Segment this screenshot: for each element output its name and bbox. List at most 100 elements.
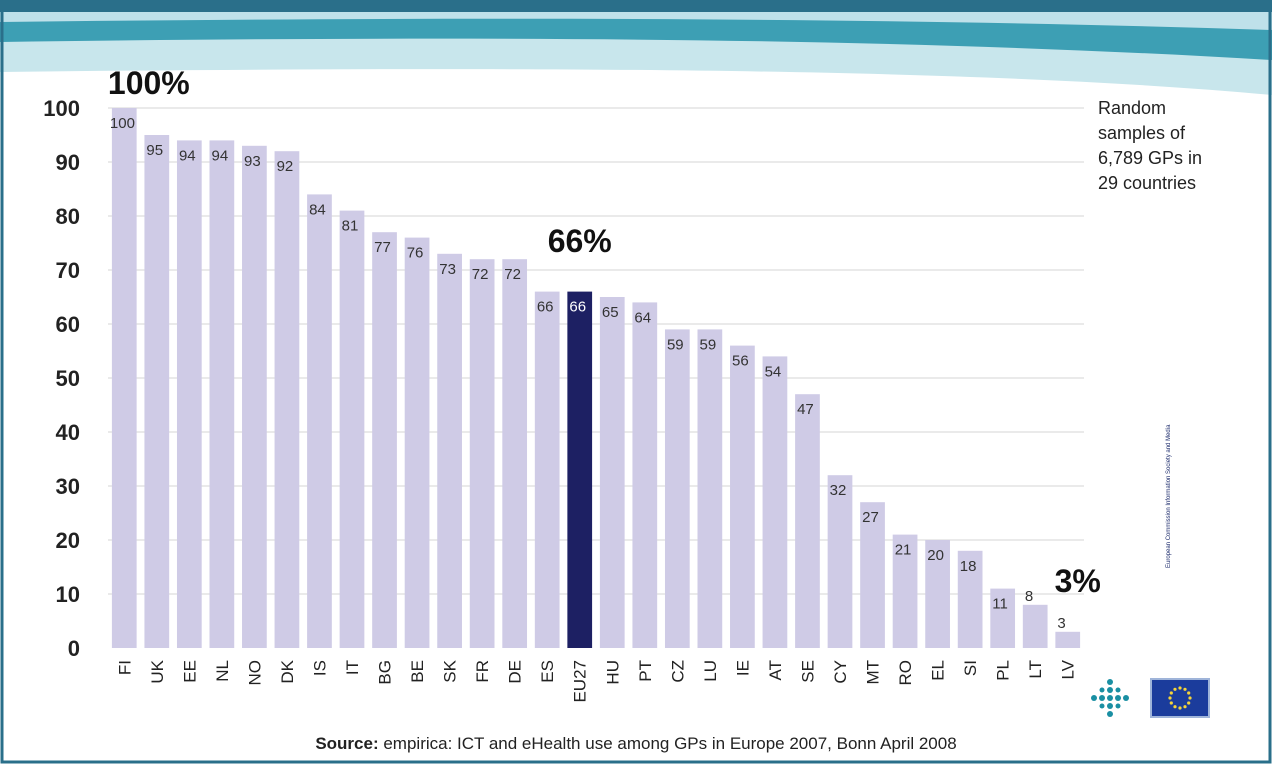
x-tick-label: IT xyxy=(343,660,362,675)
y-tick-label: 30 xyxy=(56,474,80,499)
bar-sk xyxy=(437,253,462,649)
bar-nl xyxy=(209,140,235,648)
grid-layer xyxy=(108,107,1084,595)
y-tick-label: 40 xyxy=(56,420,80,445)
data-label: 93 xyxy=(244,153,261,170)
x-tick-label: CY xyxy=(831,660,850,684)
x-tick-label: LT xyxy=(1026,660,1045,679)
x-tick-label: FR xyxy=(473,660,492,683)
x-tick-label: PL xyxy=(994,660,1013,681)
x-tick-label: DK xyxy=(278,659,297,683)
x-tick-label: SK xyxy=(441,659,460,682)
x-tick-label: DE xyxy=(506,660,525,684)
bar-bg xyxy=(372,232,397,648)
x-axis-labels: FI UK EE NL NO DK IS IT BG BE SK FR DE ES EU27 HU PT CZ LU… xyxy=(115,659,1077,702)
x-tick-label: EL xyxy=(929,660,948,681)
bar-es xyxy=(534,291,560,648)
bars xyxy=(111,108,1081,649)
sample-note: Random samples of 6,789 GPs in 29 countr… xyxy=(1098,98,1203,193)
y-tick-label: 50 xyxy=(56,366,80,391)
data-label: 59 xyxy=(667,336,684,353)
data-label: 8 xyxy=(1025,588,1033,605)
data-label: 20 xyxy=(927,547,944,564)
bar-lu xyxy=(697,329,723,648)
bar-cz xyxy=(664,329,690,648)
bar-cy xyxy=(827,475,853,648)
bar-lv xyxy=(1055,631,1081,648)
y-axis-ticks: 0 10 20 30 40 50 60 70 80 90 100 xyxy=(43,96,80,661)
bar-be xyxy=(404,237,430,648)
data-label: 11 xyxy=(992,596,1008,613)
x-tick-label: EE xyxy=(180,660,199,683)
data-label: 64 xyxy=(634,309,651,326)
data-label: 95 xyxy=(146,142,163,159)
x-tick-label: PT xyxy=(636,660,655,682)
bar-uk xyxy=(144,135,170,648)
x-tick-label: LV xyxy=(1059,659,1078,679)
callouts: 100% 66% 3% xyxy=(108,65,1101,599)
bar-hu xyxy=(599,297,625,648)
y-tick-label: 70 xyxy=(56,258,80,283)
x-tick-label: NL xyxy=(213,660,232,682)
x-tick-label: AT xyxy=(766,660,785,680)
data-labels: 100 95 94 94 93 92 84 81 77 76 73 72 72 66 66 65 64 59 59 5… xyxy=(110,115,1066,632)
x-tick-label: LU xyxy=(701,660,720,682)
source-label: Source: xyxy=(315,734,379,753)
data-label: 47 xyxy=(797,401,814,418)
y-tick-label: 10 xyxy=(56,582,80,607)
data-label: 32 xyxy=(830,482,847,499)
y-tick-label: 20 xyxy=(56,528,80,553)
data-label: 21 xyxy=(895,542,912,559)
european-commission-logo-text: European Commission Information Society … xyxy=(1166,424,1172,568)
bar-ie xyxy=(730,345,755,648)
bar-ee xyxy=(176,140,202,648)
x-tick-label: SI xyxy=(961,660,980,676)
bar-is xyxy=(307,194,332,648)
y-tick-label: 100 xyxy=(43,96,80,121)
data-label: 81 xyxy=(342,218,359,235)
x-tick-label: UK xyxy=(148,659,167,683)
data-label: 72 xyxy=(504,266,521,283)
x-tick-label: BG xyxy=(376,660,395,685)
bar-si xyxy=(957,550,983,648)
data-label: 73 xyxy=(439,261,456,278)
bar-eu27 xyxy=(567,291,593,648)
bar-fr xyxy=(469,259,495,648)
bar-de xyxy=(502,259,528,648)
bar-it xyxy=(339,210,365,648)
x-tick-label: SE xyxy=(798,660,817,683)
data-label: 94 xyxy=(179,147,196,164)
data-label: 54 xyxy=(765,363,782,380)
source-text: empirica: ICT and eHealth use among GPs … xyxy=(378,734,957,753)
x-tick-label: RO xyxy=(896,660,915,686)
data-label: 77 xyxy=(374,239,391,256)
x-tick-label: BE xyxy=(408,660,427,683)
data-label: 94 xyxy=(212,147,229,164)
data-label: 65 xyxy=(602,304,619,321)
eu-flag-icon xyxy=(1150,678,1210,718)
bar-el xyxy=(925,540,950,648)
bar-fi xyxy=(111,108,137,648)
x-tick-label: FI xyxy=(115,660,134,675)
data-label: 56 xyxy=(732,353,749,370)
y-tick-label: 0 xyxy=(68,636,80,661)
dots-logo-icon xyxy=(1091,679,1129,717)
x-tick-label: MT xyxy=(864,660,883,685)
y-tick-label: 90 xyxy=(56,150,80,175)
x-tick-label: HU xyxy=(603,660,622,685)
callout-label: 3% xyxy=(1055,563,1101,599)
data-label: 59 xyxy=(700,336,717,353)
bar-pt xyxy=(632,302,658,648)
data-label: 27 xyxy=(862,509,879,526)
x-tick-label: IS xyxy=(310,660,329,676)
data-label: 100 xyxy=(110,115,135,132)
y-tick-label: 80 xyxy=(56,204,80,229)
x-tick-label: IE xyxy=(733,660,752,676)
callout-label: 66% xyxy=(548,223,612,259)
callout-label: 100% xyxy=(108,65,190,101)
x-tick-label: CZ xyxy=(668,660,687,683)
x-tick-label: NO xyxy=(245,660,264,686)
data-label: 18 xyxy=(960,558,977,575)
data-label: 3 xyxy=(1057,615,1065,632)
